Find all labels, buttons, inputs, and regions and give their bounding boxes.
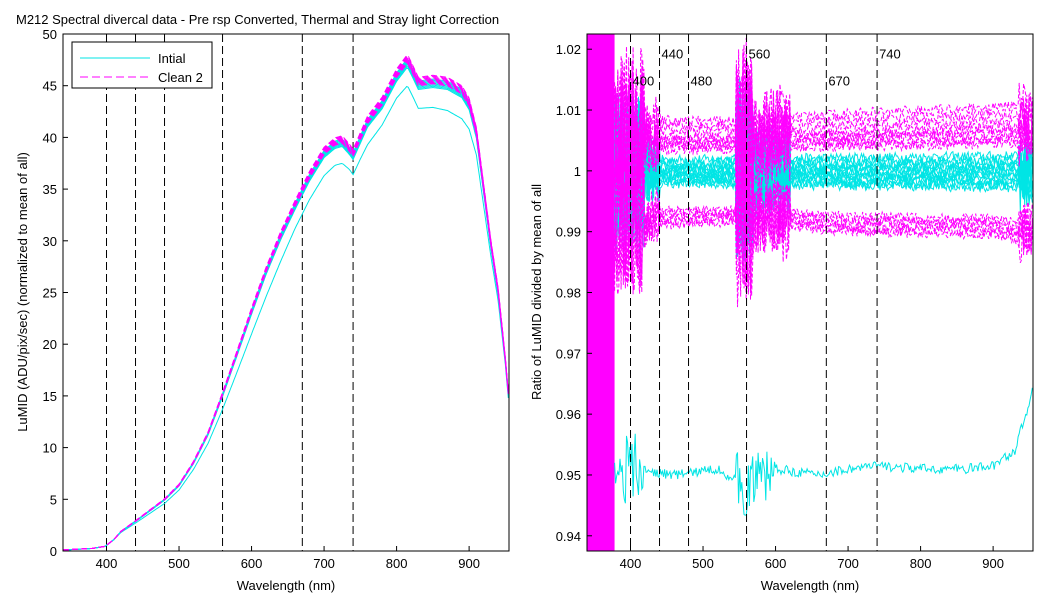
right-series	[587, 34, 1033, 551]
right-marker-label-560: 560	[749, 46, 771, 61]
left-series-intial-line	[63, 61, 509, 551]
left-series-clean-line	[63, 54, 509, 551]
right-series-clean-upper	[614, 64, 1033, 228]
right-xtick-label: 900	[982, 556, 1004, 571]
right-marker-label-740: 740	[879, 46, 901, 61]
left-series-intial-line	[63, 85, 509, 551]
left-x-axis-label: Wavelength (nm)	[237, 578, 336, 593]
right-ytick-label: 0.99	[556, 225, 581, 240]
right-series-intial-line	[614, 104, 1033, 248]
right-y-axis-label: Ratio of LuMID divided by mean of all	[529, 184, 544, 400]
right-marker-label-440: 440	[662, 46, 684, 61]
left-ytick-label: 0	[50, 544, 57, 559]
left-xtick-label: 500	[168, 556, 190, 571]
left-series-clean-line	[63, 55, 509, 551]
left-series-intial-line	[63, 60, 509, 551]
left-series-intial-line	[63, 67, 509, 551]
left-xtick-label: 400	[96, 556, 118, 571]
right-vertical-markers	[630, 34, 878, 551]
right-ytick-label: 1.02	[556, 42, 581, 57]
right-ytick-label: 0.98	[556, 286, 581, 301]
left-series-intial-line	[63, 62, 509, 551]
left-ytick-label: 10	[43, 441, 57, 456]
left-series	[63, 54, 509, 551]
left-series-intial-line	[63, 58, 509, 551]
left-series-clean-line	[63, 62, 509, 551]
chart-left: 400 500 600 700 800 900 05101520253035404550 …	[15, 27, 510, 593]
right-series-intial-line	[614, 93, 1033, 245]
right-marker-labels: 400 440 480 560 670 740	[633, 46, 901, 88]
right-xtick-label: 400	[620, 556, 642, 571]
right-series-clean-lower	[614, 143, 1033, 287]
left-ytick-label: 15	[43, 389, 57, 404]
left-xtick-label: 900	[458, 556, 480, 571]
left-series-clean-line	[63, 63, 509, 551]
right-marker-label-480: 480	[691, 74, 713, 89]
right-marker-label-400: 400	[633, 74, 655, 89]
left-series-intial-line	[63, 66, 509, 551]
right-series-clean-lower	[614, 141, 1033, 295]
right-ytick-label: 0.97	[556, 346, 581, 361]
chart-right: 400 440 480 560 670 740 400 500 600 700 800 900 0.…	[529, 33, 1034, 593]
right-xtick-label: 700	[837, 556, 859, 571]
left-ytick-label: 5	[50, 492, 57, 507]
left-ytick-label: 45	[43, 79, 57, 94]
right-series-intial-line	[614, 95, 1033, 258]
figure-title: M212 Spectral divercal data - Pre rsp Co…	[16, 12, 499, 27]
right-ytick-label: 1.01	[556, 103, 581, 118]
right-series-clean-upper	[614, 49, 1033, 207]
left-series-clean-line	[63, 60, 509, 551]
right-series-intial-outlier	[614, 387, 1033, 516]
left-vertical-markers	[106, 34, 354, 551]
right-xtick-label: 600	[765, 556, 787, 571]
right-xtick-label: 500	[692, 556, 714, 571]
right-series-clean-lower	[614, 139, 1033, 308]
left-series-intial-line	[63, 63, 509, 551]
right-ytick-label: 0.94	[556, 529, 581, 544]
left-series-intial-line	[63, 65, 509, 551]
left-xtick-label: 800	[386, 556, 408, 571]
left-series-clean-line	[63, 61, 509, 551]
left-plot-frame	[62, 33, 510, 552]
legend-label-clean: Clean 2	[158, 70, 203, 85]
legend-box	[71, 41, 213, 89]
right-series-clean-upper	[614, 74, 1033, 233]
right-ytick-label: 1	[574, 164, 581, 179]
left-ytick-label: 40	[43, 130, 57, 145]
right-series-clean-upper	[614, 49, 1033, 209]
right-ytick-label: 0.96	[556, 407, 581, 422]
right-series-clean-upper	[614, 37, 1033, 205]
right-x-ticks: 400 500 600 700 800 900	[620, 546, 1004, 571]
legend-label-intial: Intial	[158, 51, 186, 66]
left-ytick-label: 35	[43, 182, 57, 197]
left-ytick-label: 25	[43, 286, 57, 301]
right-x-axis-label: Wavelength (nm)	[761, 578, 860, 593]
left-ytick-label: 30	[43, 234, 57, 249]
left-y-axis-label: LuMID (ADU/pix/sec) (normalized to mean …	[15, 152, 30, 432]
right-y-ticks: 0.94 0.95 0.96 0.97 0.98 0.99 1 1.01 1.02	[556, 42, 592, 544]
left-series-clean-line	[63, 56, 509, 551]
left-xtick-label: 600	[241, 556, 263, 571]
legend: Intial Clean 2	[71, 41, 213, 89]
right-marker-label-670: 670	[828, 74, 850, 89]
right-series-intial-line	[614, 103, 1033, 258]
left-y-ticks: 0 5 10 15 20 25 30 35 40 45 50	[43, 27, 68, 559]
right-series-intial-line	[614, 90, 1033, 245]
left-x-ticks: 400 500 600 700 800 900	[96, 546, 480, 571]
right-series-clean-upper	[614, 52, 1033, 218]
left-series-clean-line	[63, 58, 509, 551]
right-series-clean-upper	[614, 66, 1033, 230]
left-series-clean-line	[63, 57, 509, 551]
right-ytick-label: 0.95	[556, 468, 581, 483]
right-xtick-label: 800	[910, 556, 932, 571]
left-ytick-label: 20	[43, 337, 57, 352]
left-ytick-label: 50	[43, 27, 57, 42]
right-series-clean-upper	[614, 57, 1033, 211]
left-series-clean-line	[63, 59, 509, 551]
left-xtick-label: 700	[313, 556, 335, 571]
